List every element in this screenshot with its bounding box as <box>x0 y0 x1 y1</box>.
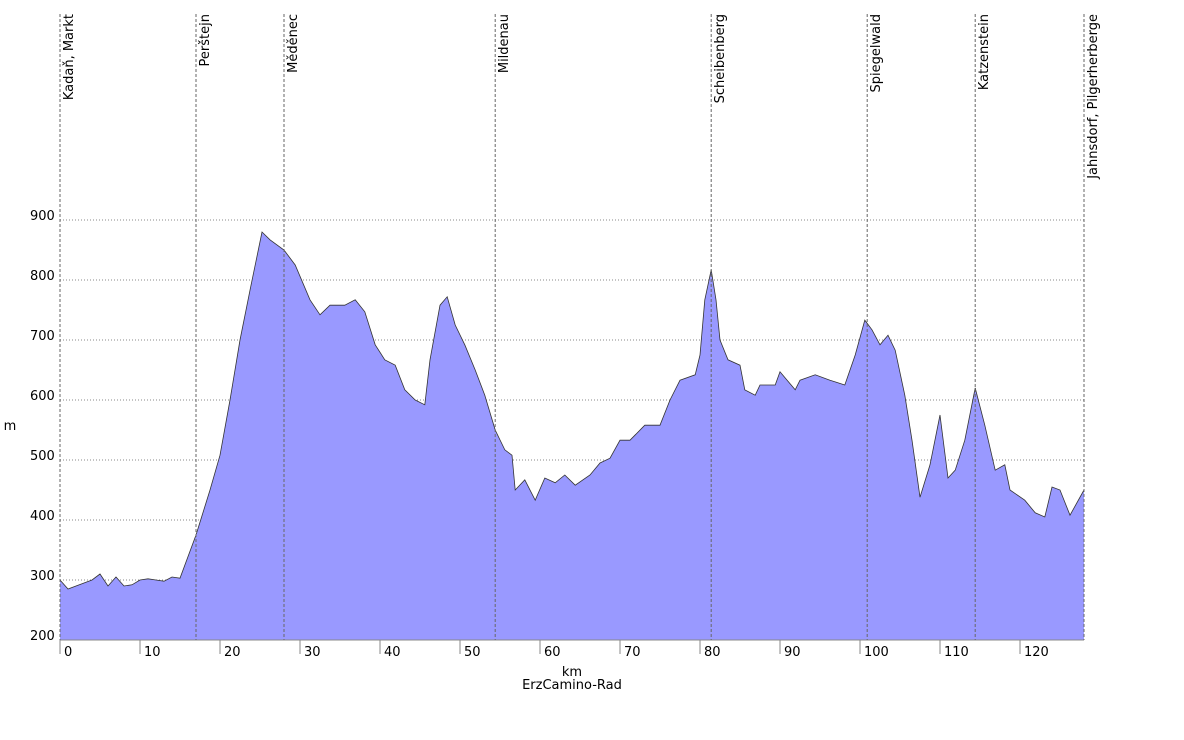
waypoint-label: Spiegelwald <box>869 14 884 92</box>
waypoint-label: Kadaň, Markt <box>62 14 77 100</box>
x-tick-label: 120 <box>1024 645 1049 660</box>
elevation-area <box>60 232 1084 640</box>
x-tick-label: 70 <box>624 645 641 660</box>
x-tick-label: 90 <box>784 645 801 660</box>
waypoint-label: Katzenstein <box>977 14 992 90</box>
x-tick-label: 0 <box>64 645 72 660</box>
waypoint-label: Mildenau <box>497 14 512 73</box>
y-tick-label: 600 <box>30 389 55 404</box>
x-tick-label: 10 <box>144 645 161 660</box>
waypoint-label: Scheibenberg <box>713 14 728 103</box>
y-axis-label: m <box>4 419 17 434</box>
elevation-line <box>59 231 1085 590</box>
y-tick-label: 700 <box>30 329 55 344</box>
y-tick-label: 400 <box>30 509 55 524</box>
subtitle: ErzCamino-Rad <box>522 678 622 693</box>
x-tick-label: 100 <box>864 645 889 660</box>
x-tick-label: 50 <box>464 645 481 660</box>
x-tick-label: 110 <box>944 645 969 660</box>
y-tick-label: 500 <box>30 449 55 464</box>
x-tick-label: 20 <box>224 645 241 660</box>
x-tick-label: 60 <box>544 645 561 660</box>
y-tick-label: 300 <box>30 569 55 584</box>
y-tick-label: 200 <box>30 629 55 644</box>
x-tick-label: 30 <box>304 645 321 660</box>
x-axis-label: km <box>562 665 582 680</box>
x-tick-label: 40 <box>384 645 401 660</box>
waypoint-label: Jahnsdorf, Pilgerherberge <box>1086 14 1101 180</box>
y-tick-label: 800 <box>30 269 55 284</box>
x-tick-label: 80 <box>704 645 721 660</box>
y-tick-label: 900 <box>30 209 55 224</box>
waypoint-label: Perštejn <box>198 14 213 66</box>
waypoint-label: Měděnec <box>286 14 301 73</box>
